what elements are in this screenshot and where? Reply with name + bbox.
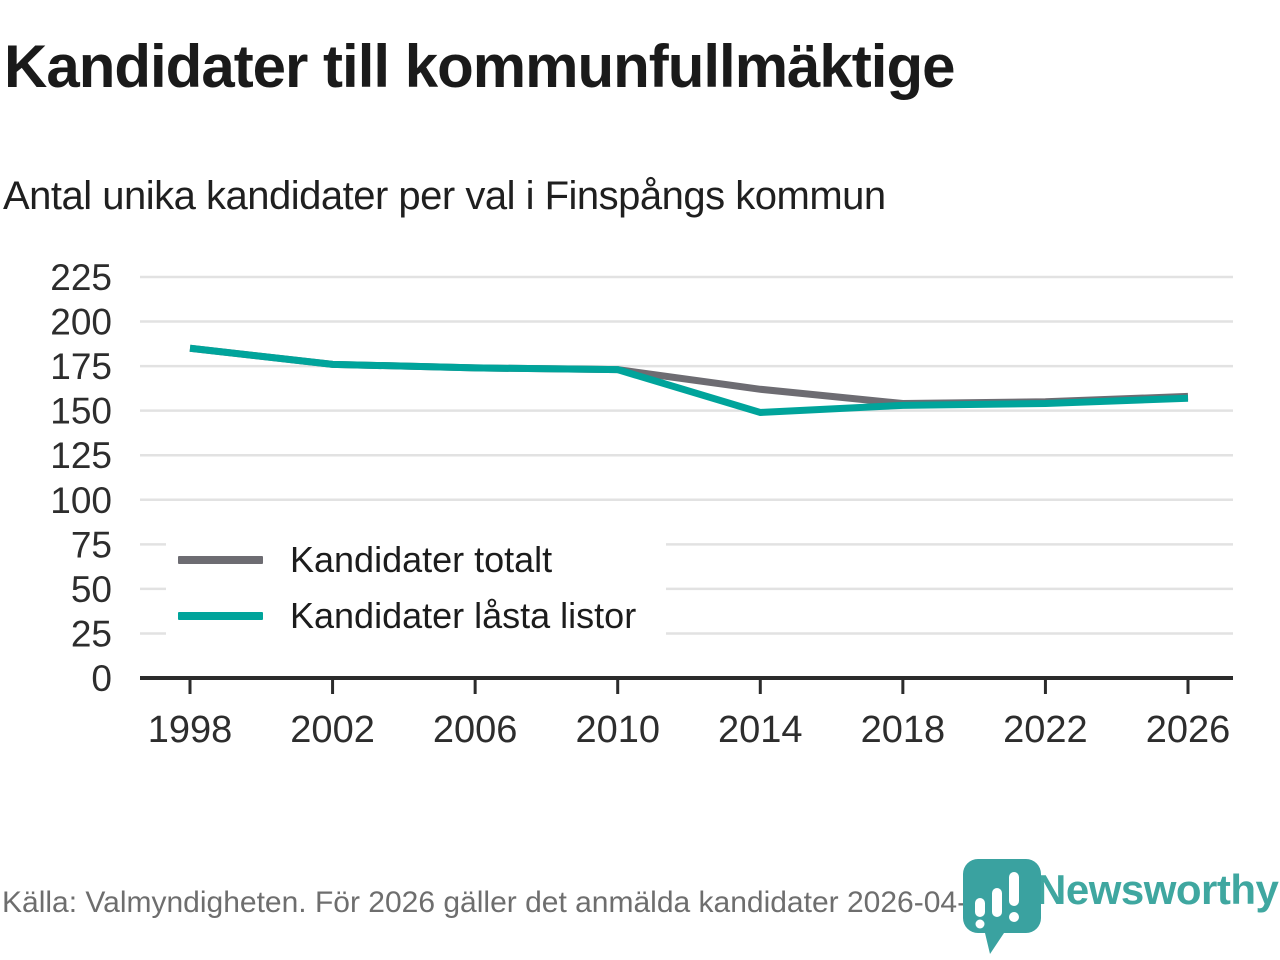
y-axis-label: 100 — [50, 480, 112, 521]
newsworthy-wordmark: Newsworthy — [1036, 866, 1279, 913]
series-line-lasta-listor — [189, 344, 1189, 416]
page-title: Kandidater till kommunfullmäktige — [4, 33, 955, 100]
x-axis-label: 2014 — [718, 709, 803, 751]
legend-item-totalt: Kandidater totalt — [178, 536, 666, 584]
y-axis-label: 225 — [50, 257, 112, 298]
logo-exclamation-dot — [1009, 912, 1019, 922]
x-axis-label: 1998 — [148, 709, 233, 751]
legend-label-lasta-listor: Kandidater låsta listor — [290, 595, 637, 636]
x-axis-label: 2010 — [575, 709, 660, 751]
newsworthy-logo-icon — [963, 859, 1041, 954]
legend-label-totalt: Kandidater totalt — [290, 539, 553, 580]
x-axis-label: 2006 — [433, 709, 518, 751]
logo-bar-tall — [1009, 872, 1019, 906]
legend-swatch-lasta-listor — [178, 612, 263, 620]
y-axis-label: 50 — [71, 569, 112, 610]
series-line-totalt — [189, 344, 1189, 408]
logo-dot-left — [975, 919, 985, 929]
y-axis-label: 25 — [71, 613, 112, 654]
x-axis-label: 2018 — [861, 709, 946, 751]
y-axis-label: 125 — [50, 435, 112, 476]
logo-bar-medium — [992, 888, 1002, 917]
source-note: Källa: Valmyndigheten. För 2026 gäller d… — [2, 886, 1009, 919]
y-axis-label: 175 — [50, 346, 112, 387]
logo-bar-small — [975, 898, 985, 917]
y-axis-label: 0 — [91, 658, 112, 699]
y-axis-label: 200 — [50, 302, 112, 343]
chart-subtitle: Antal unika kandidater per val i Finspån… — [3, 174, 886, 218]
x-axis-label: 2002 — [290, 709, 375, 751]
x-axis-label: 2026 — [1146, 709, 1231, 751]
y-axis-label: 75 — [71, 524, 112, 565]
legend-item-lasta-listor: Kandidater låsta listor — [178, 592, 666, 640]
chart-legend: Kandidater totalt Kandidater låsta listo… — [166, 532, 666, 646]
x-axis-label: 2022 — [1003, 709, 1088, 751]
legend-swatch-totalt — [178, 556, 263, 564]
y-axis-label: 150 — [50, 391, 112, 432]
